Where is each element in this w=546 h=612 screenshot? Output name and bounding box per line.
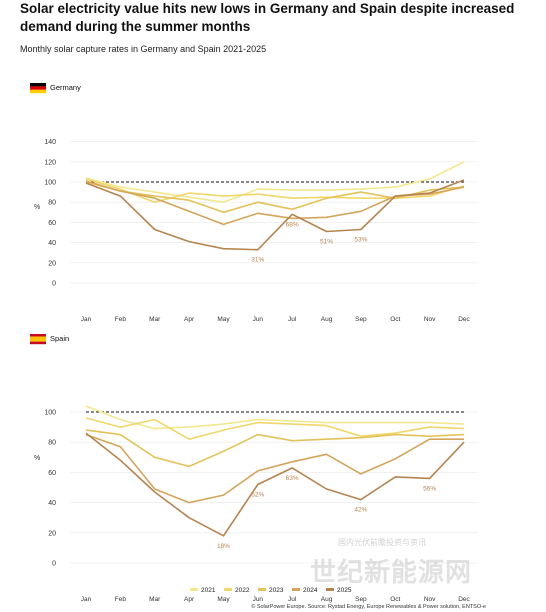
x-tick-label: Apr xyxy=(184,316,195,323)
series-line-2022 xyxy=(85,178,465,203)
x-tick-label: Dec xyxy=(458,316,470,323)
x-tick-label: Jun xyxy=(253,316,264,323)
legend-label: 2025 xyxy=(337,587,352,594)
x-tick-label: Mar xyxy=(149,316,161,323)
legend-label: 2021 xyxy=(201,587,216,594)
chart-title: Solar electricity value hits new lows in… xyxy=(20,1,515,34)
chart-subtitle: Monthly solar capture rates in Germany a… xyxy=(20,44,267,54)
data-label: 18% xyxy=(217,543,230,550)
data-label: 52% xyxy=(251,491,264,498)
x-tick-label: Dec xyxy=(458,596,470,603)
series-line-2021 xyxy=(85,161,465,203)
x-tick-label: Sep xyxy=(355,316,367,323)
flag-stripe xyxy=(30,89,46,94)
y-axis-label: % xyxy=(34,455,40,462)
y-tick-label: 40 xyxy=(48,500,56,507)
data-label: 63% xyxy=(286,475,299,482)
germany-flag-icon xyxy=(30,83,46,94)
y-tick-label: 100 xyxy=(44,410,56,417)
y-tick-label: 0 xyxy=(52,561,56,568)
legend-label: 2024 xyxy=(303,587,318,594)
x-tick-label: Jun xyxy=(253,596,264,603)
data-label: 42% xyxy=(354,507,367,514)
x-tick-label: Oct xyxy=(390,316,400,323)
watermark-subtext: 国内光伏前瞻投资与资讯 xyxy=(338,538,426,547)
x-tick-label: Jan xyxy=(81,316,92,323)
y-axis-label: % xyxy=(34,204,40,211)
x-tick-label: May xyxy=(217,596,230,603)
data-label: 53% xyxy=(354,236,367,243)
x-tick-label: Apr xyxy=(184,596,195,603)
series-line-2023 xyxy=(85,181,465,214)
x-tick-label: Jan xyxy=(81,596,92,603)
panel-title: Germany xyxy=(50,83,81,92)
x-tick-label: Feb xyxy=(115,316,127,323)
flag-stripe xyxy=(30,83,46,87)
x-tick-label: Nov xyxy=(424,596,436,603)
x-tick-label: Aug xyxy=(321,316,333,323)
legend: 2021 2022 2023 2024 2025 xyxy=(190,587,352,594)
flag-stripe xyxy=(30,341,46,345)
series-line-2025 xyxy=(85,179,465,251)
flag-stripe xyxy=(30,334,46,337)
x-tick-label: Jul xyxy=(288,316,297,323)
y-tick-label: 40 xyxy=(48,240,56,247)
x-tick-label: Nov xyxy=(424,316,436,323)
chart-germany: Germany 0 20 40 60 80 100 120 140% Jan Feb Mar Apr Ma… xyxy=(30,83,478,323)
series-line-2021 xyxy=(85,405,465,430)
flag-stripe xyxy=(30,336,46,342)
spain-flag-icon xyxy=(30,334,46,345)
x-tick-label: Jul xyxy=(288,596,297,603)
y-tick-label: 20 xyxy=(48,260,56,267)
series-line-2024 xyxy=(85,433,464,504)
flag-stripe xyxy=(30,86,46,90)
data-label: 68% xyxy=(286,221,299,228)
series-line-2025 xyxy=(85,432,465,537)
x-tick-label: Feb xyxy=(115,596,127,603)
y-tick-label: 20 xyxy=(48,530,56,537)
legend-swatch xyxy=(292,588,300,591)
x-tick-label: Aug xyxy=(321,596,333,603)
legend-label: 2023 xyxy=(269,587,284,594)
data-label: 56% xyxy=(423,485,436,492)
legend-label: 2022 xyxy=(235,587,250,594)
x-tick-label: Mar xyxy=(149,596,161,603)
source-footer: © SolarPower Europe. Source: Rystad Ener… xyxy=(251,604,486,610)
y-tick-label: 80 xyxy=(48,440,56,447)
y-tick-label: 80 xyxy=(48,200,56,207)
chart-spain: Spain 0 20 40 60 80 100% Jan Feb Mar Apr May Jun Jul A… xyxy=(30,334,478,603)
x-tick-label: Oct xyxy=(390,596,400,603)
y-tick-label: 60 xyxy=(48,470,56,477)
y-tick-label: 60 xyxy=(48,220,56,227)
y-tick-label: 120 xyxy=(44,159,56,166)
series-line-2023 xyxy=(85,429,465,468)
data-label: 31% xyxy=(251,257,264,264)
legend-swatch xyxy=(258,588,266,591)
data-label: 51% xyxy=(320,238,333,245)
y-tick-label: 100 xyxy=(44,180,56,187)
series-line-2022 xyxy=(85,417,465,441)
legend-swatch xyxy=(224,588,232,591)
legend-swatch xyxy=(326,588,334,591)
x-tick-label: Sep xyxy=(355,596,367,603)
panel-title: Spain xyxy=(50,334,69,343)
y-tick-label: 140 xyxy=(44,139,56,146)
y-tick-label: 0 xyxy=(52,281,56,288)
x-tick-label: May xyxy=(217,316,230,323)
legend-swatch xyxy=(190,588,198,591)
